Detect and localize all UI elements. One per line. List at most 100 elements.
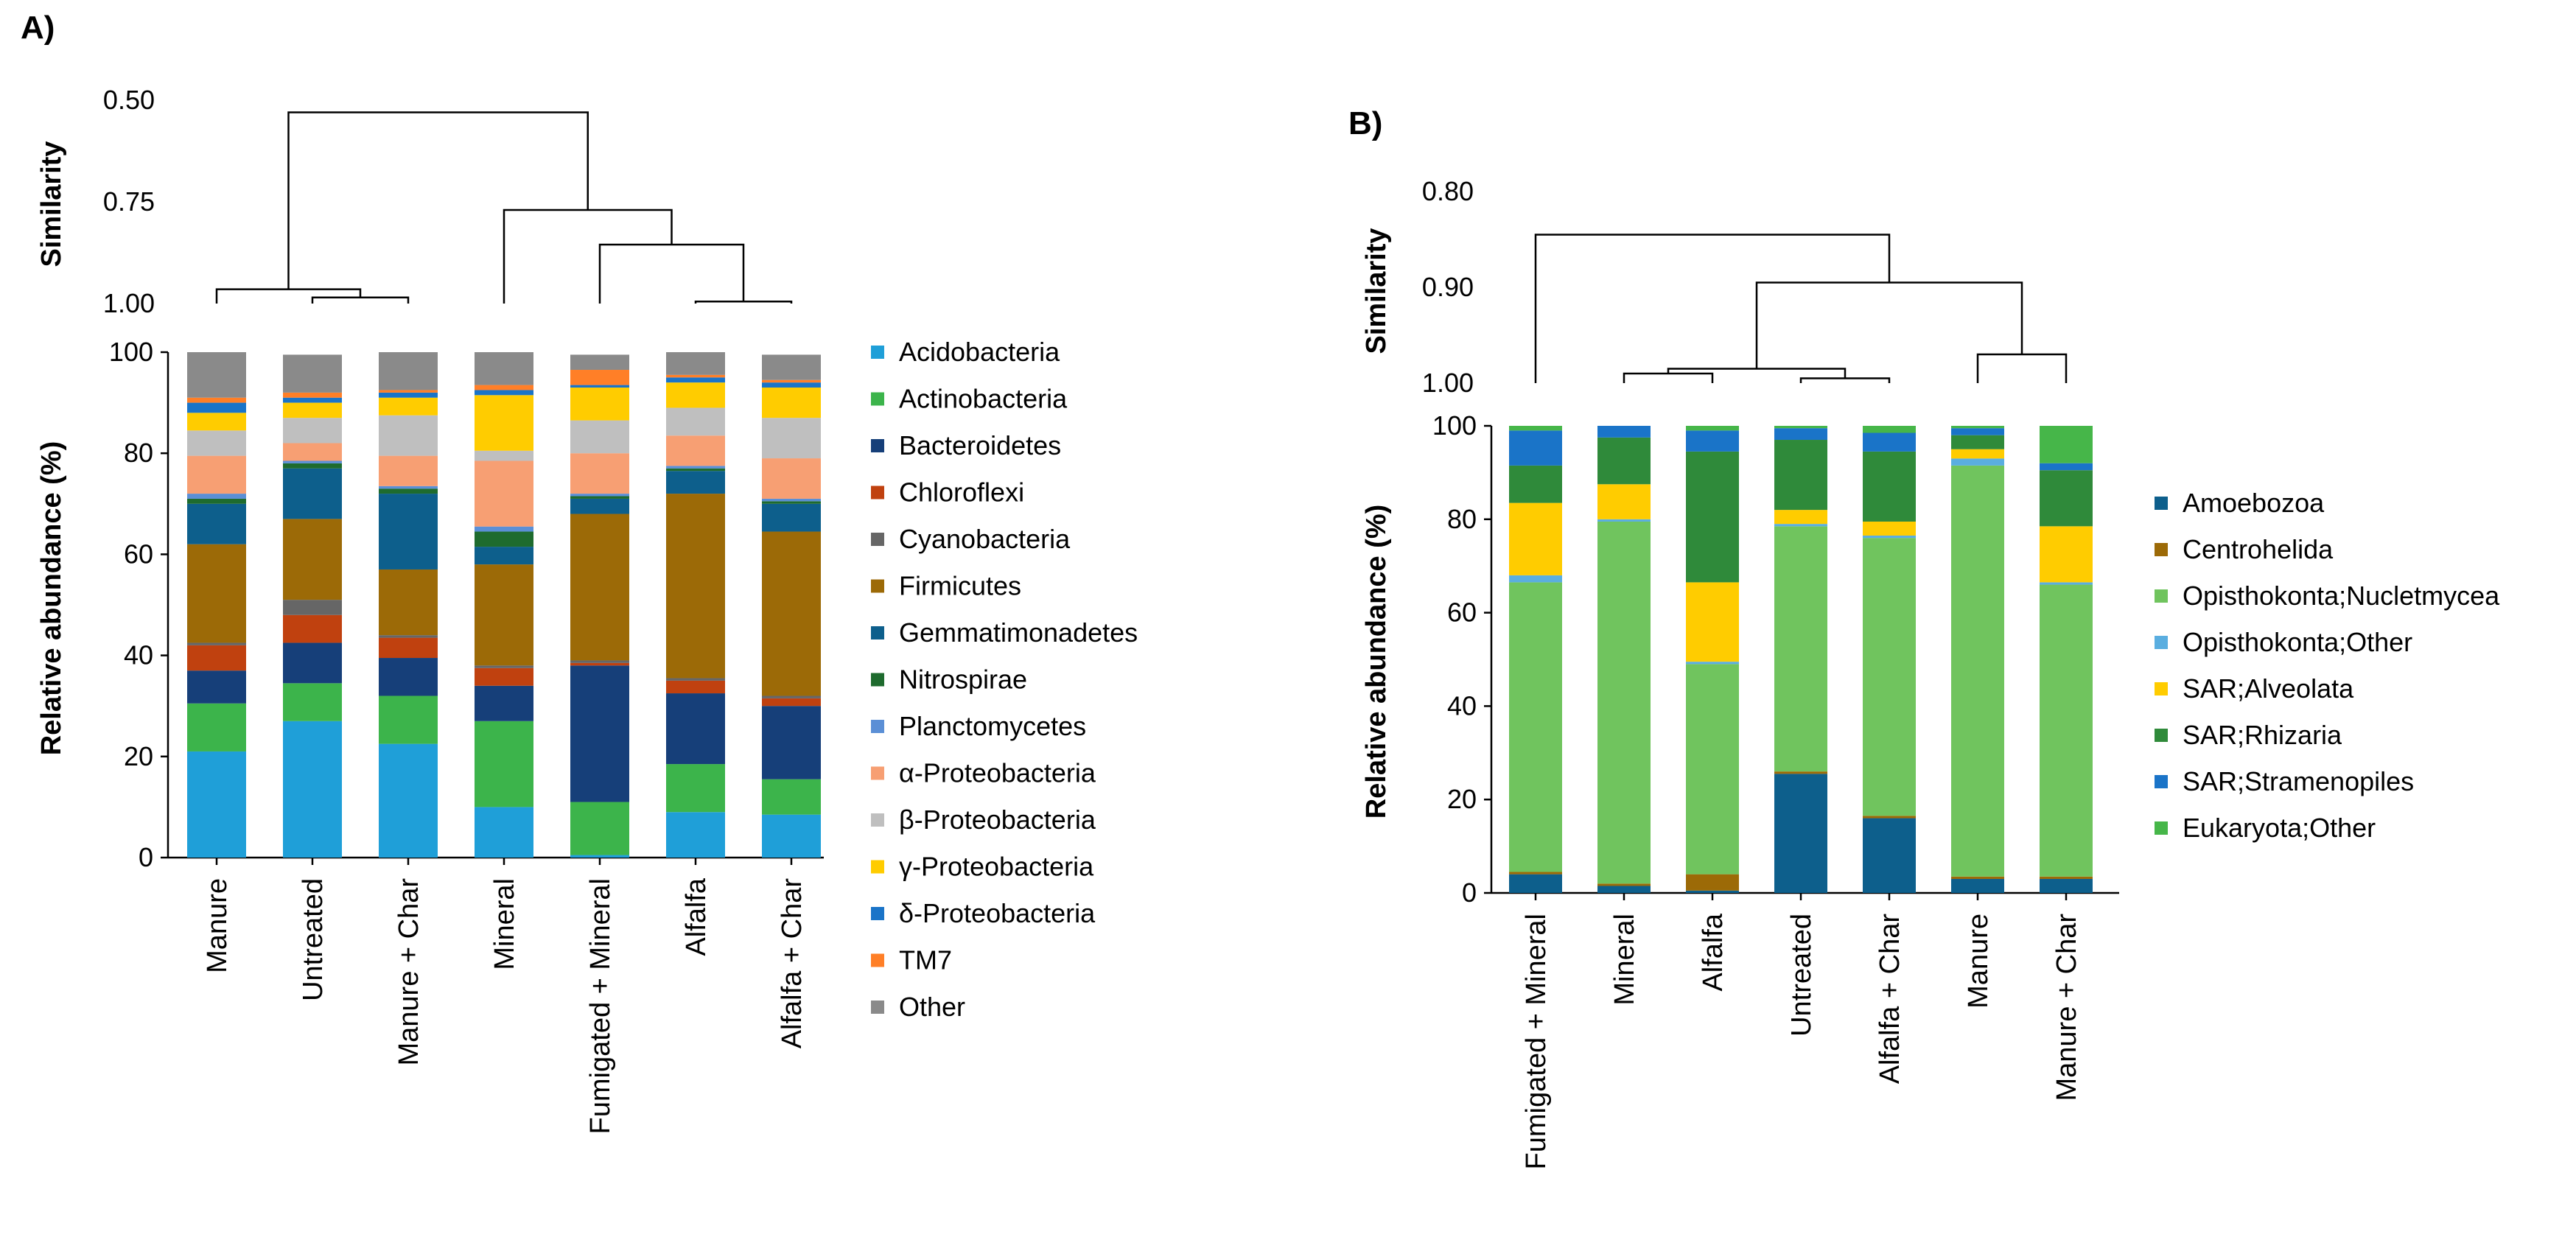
- panel-a-bar-fumigated-mineral-tm7: [570, 370, 629, 385]
- panel-b-bar-manure-char-sar-stramenopiles: [2040, 463, 2093, 471]
- panel-a-y-tick-label: 60: [124, 539, 153, 569]
- panel-b-bar-untreated-eukaryota-other: [1774, 426, 1827, 429]
- panel-b-y-tick-label: 0: [1462, 877, 1477, 908]
- panel-b-bar-alfalfa-sar-stramenopiles: [1686, 430, 1739, 452]
- panel-a-y-tick-label: 0: [139, 842, 153, 872]
- panel-b-bar-alfalfa-eukaryota-other: [1686, 426, 1739, 431]
- panel-a-bar-mineral-actinobacteria: [475, 721, 533, 807]
- panel-b-bar-alfalfa-sar-alveolata: [1686, 582, 1739, 662]
- panel-a-bar-alfalfa-firmicutes: [666, 494, 725, 679]
- panel-a-bar-manure-char-proteobacteria: [379, 455, 438, 486]
- panel-a-bar-alfalfa-char-proteobacteria: [762, 382, 821, 388]
- panel-b-bar-fumigated-mineral-sar-rhizaria: [1509, 465, 1562, 503]
- panel-a-bar-manure-cyanobacteria: [187, 642, 246, 645]
- panel-b-category-alfalfa: Alfalfa: [1698, 913, 1729, 991]
- panel-a-legend-label-cyanobacteria: Cyanobacteria: [899, 524, 1071, 554]
- panel-a-bar-mineral-nitrospirae: [475, 531, 533, 547]
- panel-b-bar-manure-char-opisthokonta-other: [2040, 582, 2093, 585]
- panel-a-bar-untreated-nitrospirae: [283, 463, 342, 469]
- panel-b-bar-manure-eukaryota-other: [1951, 426, 2004, 429]
- panel-a-bar-mineral-tm7: [475, 385, 533, 390]
- panel-b-legend-label-sar-rhizaria: SAR;Rhizaria: [2183, 720, 2342, 750]
- panel-a-legend-label-planctomycetes: Planctomycetes: [899, 711, 1086, 741]
- panel-a-legend-label-actinobacteria: Actinobacteria: [899, 384, 1068, 414]
- panel-b-legend-label-sar-alveolata: SAR;Alveolata: [2183, 673, 2354, 704]
- panel-a-legend-label-bacteroidetes: Bacteroidetes: [899, 430, 1061, 460]
- panel-a-bar-manure-firmicutes: [187, 544, 246, 643]
- panel-a-bar-manure-tm7: [187, 397, 246, 403]
- panel-a-bar-alfalfa-gemmatimonadetes: [666, 471, 725, 494]
- panel-a-bar-untreated-tm7: [283, 392, 342, 398]
- panel-a-bar-manure-char-chloroflexi: [379, 637, 438, 659]
- panel-a-bar-untreated-firmicutes: [283, 519, 342, 600]
- panel-b-bar-fumigated-mineral-opisthokonta-nucletmycea: [1509, 582, 1562, 872]
- panel-a-bar-manure-proteobacteria: [187, 455, 246, 494]
- panel-a-category-manure-char: Manure + Char: [393, 878, 424, 1066]
- panel-a-bar-manure-actinobacteria: [187, 703, 246, 751]
- panel-a-bar-fumigated-mineral-gemmatimonadetes: [570, 498, 629, 514]
- panel-a-bar-alfalfa-char-gemmatimonadetes: [762, 503, 821, 532]
- panel-a-legend-swatch-tm7: [871, 953, 884, 967]
- panel-b-bar-fumigated-mineral-eukaryota-other: [1509, 426, 1562, 431]
- panel-b-dendrogram-link: [1799, 377, 1891, 383]
- panel-a-bar-untreated-other: [283, 354, 342, 393]
- panel-a-legend-swatch-bacteroidetes: [871, 439, 884, 452]
- panel-b-dendrogram-tick-label: 0.80: [1422, 176, 1474, 206]
- panel-b-bar-manure-opisthokonta-other: [1951, 458, 2004, 466]
- panel-b-legend-swatch-sar-rhizaria: [2155, 729, 2168, 742]
- panel-a-bar-alfalfa-char-acidobacteria: [762, 814, 821, 858]
- panel-b-legend-label-opisthokonta-nucletmycea: Opisthokonta;Nucletmycea: [2183, 581, 2500, 611]
- panel-a-dendrogram-ylabel: Similarity: [36, 141, 67, 267]
- panel-b-bar-manure-char-eukaryota-other: [2040, 426, 2093, 463]
- panel-a-bar-mineral-proteobacteria: [475, 395, 533, 451]
- panel-a-bar-fumigated-mineral-acidobacteria: [570, 855, 629, 858]
- panel-b-bar-fumigated-mineral-centrohelida: [1509, 872, 1562, 875]
- panel-a-dendrogram-tick-label: 0.75: [103, 186, 155, 217]
- panel-b-legend-swatch-sar-stramenopiles: [2155, 775, 2168, 788]
- panel-b-bar-untreated-sar-alveolata: [1774, 510, 1827, 525]
- panel-a-bar-manure-char-planctomycetes: [379, 486, 438, 489]
- panel-b: B) Similarity 0.80 0.90 1.00 Relative abun…: [1348, 105, 2500, 1169]
- panel-a-legend-swatch-other: [871, 1001, 884, 1014]
- panel-a-bar-fumigated-mineral-proteobacteria: [570, 453, 629, 494]
- panel-a-legend-swatch-proteobacteria: [871, 766, 884, 780]
- panel-a-bar-alfalfa-tm7: [666, 374, 725, 378]
- panel-b-bar-alfalfa-char-amoebozoa: [1863, 818, 1916, 893]
- panel-a-bar-mineral-planctomycetes: [475, 526, 533, 532]
- panel-a-legend-swatch-cyanobacteria: [871, 533, 884, 546]
- panel-b-bar-alfalfa-char-sar-stramenopiles: [1863, 432, 1916, 452]
- panel-a-legend-label-tm7: TM7: [899, 945, 952, 975]
- panel-b-bar-fumigated-mineral-opisthokonta-other: [1509, 575, 1562, 583]
- panel-b-bar-untreated-opisthokonta-other: [1774, 524, 1827, 527]
- panel-a-bar-alfalfa-other: [666, 352, 725, 375]
- panel-b-bar-manure-char-amoebozoa: [2040, 878, 2093, 893]
- panel-b-plot: 0 20 40 60 80 100 Fumigated + Mineral Mineral Al…: [1432, 410, 2119, 1169]
- panel-a-legend-label-proteobacteria: γ-Proteobacteria: [899, 852, 1094, 882]
- panel-a-bar-alfalfa-char-proteobacteria: [762, 388, 821, 418]
- panel-a-dendrogram-link: [287, 111, 589, 290]
- panel-a-legend-label-other: Other: [899, 992, 965, 1022]
- panel-a-legend-label-chloroflexi: Chloroflexi: [899, 477, 1024, 508]
- panel-a-bar-untreated-proteobacteria: [283, 397, 342, 403]
- panel-b-bar-alfalfa-char-sar-rhizaria: [1863, 451, 1916, 522]
- panel-a-bar-manure-char-firmicutes: [379, 569, 438, 636]
- panel-a-legend-label-gemmatimonadetes: Gemmatimonadetes: [899, 617, 1138, 648]
- panel-a-dendrogram-link: [215, 288, 362, 304]
- panel-a-legend-swatch-proteobacteria: [871, 907, 884, 920]
- panel-a-bar-alfalfa-char-planctomycetes: [762, 498, 821, 502]
- panel-b-legend-label-opisthokonta-other: Opisthokonta;Other: [2183, 627, 2412, 657]
- panel-a-bar-manure-char-other: [379, 352, 438, 390]
- panel-a-bar-untreated-gemmatimonadetes: [283, 468, 342, 519]
- panel-b-bar-alfalfa-char-centrohelida: [1863, 816, 1916, 819]
- panel-a-bar-manure-other: [187, 352, 246, 398]
- panel-a-bar-manure-char-acidobacteria: [379, 743, 438, 858]
- panel-a-bar-mineral-proteobacteria: [475, 460, 533, 527]
- panel-b-bar-alfalfa-sar-rhizaria: [1686, 451, 1739, 583]
- panel-a-y-tick-label: 100: [109, 337, 153, 367]
- panel-a-bar-alfalfa-char-chloroflexi: [762, 698, 821, 707]
- panel-b-dendrogram-ylabel: Similarity: [1361, 228, 1392, 354]
- panel-b-bar-untreated-opisthokonta-nucletmycea: [1774, 526, 1827, 772]
- panel-a-legend-swatch-nitrospirae: [871, 673, 884, 687]
- panel-b-bar-mineral-centrohelida: [1597, 883, 1651, 886]
